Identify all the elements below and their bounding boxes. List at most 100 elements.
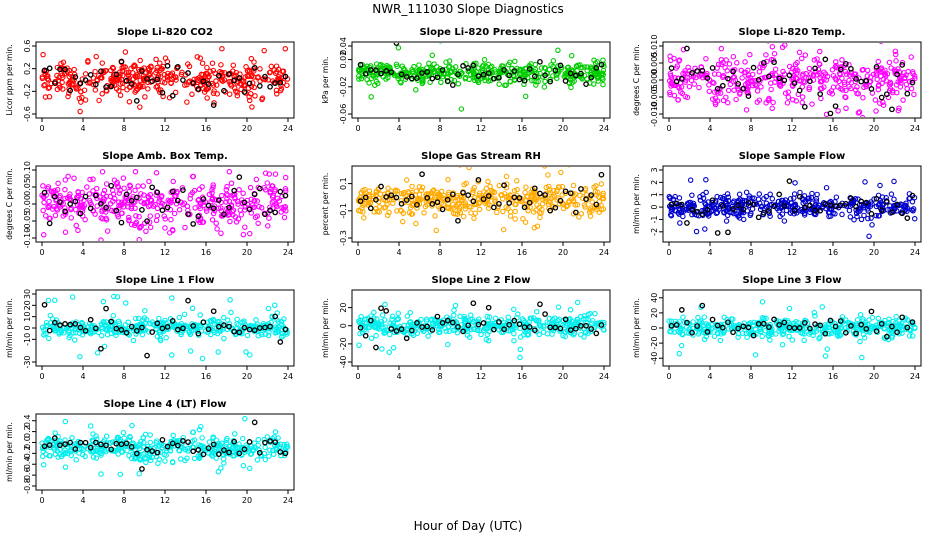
data-point <box>860 94 866 101</box>
data-point <box>158 65 165 72</box>
data-point <box>769 196 776 202</box>
mean-point <box>832 203 839 210</box>
data-point <box>703 55 709 62</box>
data-point <box>901 204 907 210</box>
data-point <box>460 213 467 220</box>
mean-point <box>490 204 497 211</box>
mean-point <box>848 65 854 72</box>
data-point <box>700 191 706 198</box>
mean-point <box>694 208 701 215</box>
data-point <box>807 209 813 216</box>
mean-point <box>699 67 706 74</box>
data-point <box>823 323 829 330</box>
mean-point <box>419 324 425 330</box>
data-point <box>743 189 750 196</box>
mean-point <box>92 192 99 199</box>
mean-point <box>822 200 829 207</box>
data-point <box>81 87 88 93</box>
data-point <box>424 202 430 208</box>
data-point <box>752 352 759 358</box>
data-point <box>169 459 176 465</box>
mean-point <box>531 73 538 80</box>
data-point <box>90 448 96 455</box>
data-point <box>461 181 467 188</box>
data-point <box>54 186 61 193</box>
data-point <box>671 329 678 335</box>
mean-point <box>501 326 507 333</box>
data-point <box>395 310 401 316</box>
data-point <box>126 217 132 223</box>
data-point <box>749 195 755 201</box>
x-tick-label: 16 <box>828 372 838 381</box>
data-point <box>247 230 253 237</box>
data-point <box>114 183 121 189</box>
mean-point <box>745 200 752 206</box>
data-point <box>62 447 68 453</box>
data-point <box>386 196 393 203</box>
data-point <box>190 429 197 436</box>
data-point <box>356 73 362 79</box>
data-point <box>797 323 803 329</box>
data-point <box>221 335 227 342</box>
data-point <box>481 74 487 81</box>
mean-point <box>557 197 564 204</box>
data-point <box>418 187 425 194</box>
mean-point <box>277 449 284 455</box>
data-point <box>226 168 233 175</box>
mean-point <box>858 321 865 328</box>
data-point <box>413 220 419 227</box>
mean-point <box>547 207 554 214</box>
data-point <box>41 332 47 338</box>
data-point <box>560 332 566 339</box>
data-point <box>483 63 489 69</box>
data-point <box>893 313 900 320</box>
data-point <box>859 114 866 117</box>
data-point <box>875 86 882 93</box>
mean-point <box>123 440 130 447</box>
data-point <box>492 196 498 202</box>
data-point <box>541 84 548 90</box>
data-point <box>599 70 605 77</box>
mean-point <box>842 60 849 67</box>
data-point <box>682 93 689 100</box>
mean-point <box>745 324 752 331</box>
data-point <box>472 321 479 327</box>
data-point <box>170 178 176 185</box>
data-point <box>489 70 495 76</box>
y-tick-label: -0.1 <box>339 203 348 219</box>
mean-point <box>51 319 58 326</box>
mean-point <box>424 323 431 330</box>
mean-point <box>144 446 150 453</box>
y-tick-label: 0 <box>23 325 32 330</box>
data-point <box>903 81 910 88</box>
data-point <box>834 332 841 339</box>
mean-point <box>842 329 849 336</box>
data-point <box>69 82 75 88</box>
mean-point <box>873 328 880 335</box>
data-point <box>842 68 849 75</box>
data-point <box>581 334 587 340</box>
data-point <box>458 194 465 201</box>
data-point <box>511 74 517 80</box>
data-point <box>413 87 419 93</box>
data-point <box>857 338 863 345</box>
y-tick-label: 0.005 <box>650 52 659 75</box>
data-point <box>546 183 552 190</box>
mean-point <box>429 201 436 207</box>
mean-point <box>567 190 574 197</box>
data-point <box>189 305 196 312</box>
data-point <box>209 217 216 223</box>
data-point <box>785 89 792 95</box>
data-point <box>164 73 170 80</box>
mean-point <box>128 197 135 204</box>
data-point <box>181 311 188 318</box>
data-point <box>555 63 561 69</box>
data-point <box>266 215 272 221</box>
mean-point <box>51 80 58 86</box>
data-point <box>516 71 523 78</box>
data-point <box>781 71 788 77</box>
mean-point <box>496 319 502 325</box>
data-point <box>379 346 385 352</box>
data-point <box>168 216 174 223</box>
mean-point <box>909 79 916 86</box>
